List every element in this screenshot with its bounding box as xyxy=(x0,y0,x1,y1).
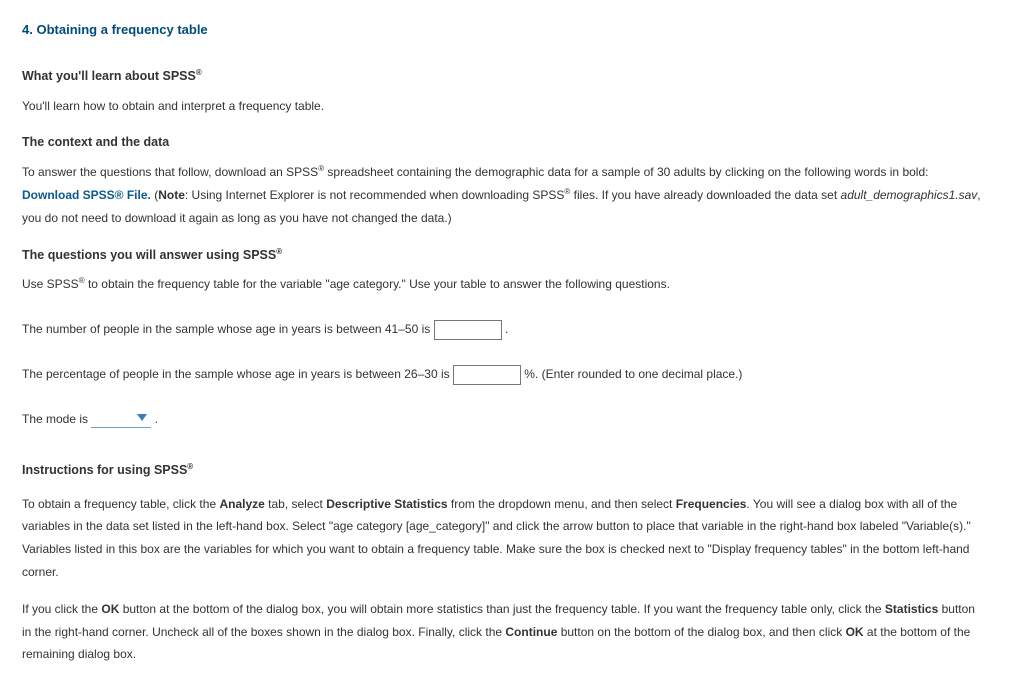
text-fragment: from the dropdown menu, and then select xyxy=(448,497,676,511)
text-fragment: button at the bottom of the dialog box, … xyxy=(119,602,885,616)
instructions-paragraph-2: If you click the OK button at the bottom… xyxy=(22,598,982,666)
ok-label-2: OK xyxy=(846,625,864,639)
answer-input-2[interactable] xyxy=(453,365,521,385)
registered-mark-icon: ® xyxy=(187,462,193,471)
learn-heading-text: What you'll learn about SPSS xyxy=(22,69,196,83)
learn-heading: What you'll learn about SPSS® xyxy=(22,65,1002,89)
question-3-text: The mode is xyxy=(22,412,91,426)
questions-heading-text: The questions you will answer using SPSS xyxy=(22,248,276,262)
text-fragment: files. If you have already downloaded th… xyxy=(570,188,840,202)
text-fragment: If you click the xyxy=(22,602,101,616)
question-1-text: The number of people in the sample whose… xyxy=(22,322,434,336)
filename-text: adult_demographics1.sav xyxy=(841,188,978,202)
text-fragment: tab, select xyxy=(265,497,326,511)
text-fragment: spreadsheet containing the demographic d… xyxy=(324,165,928,179)
mode-dropdown[interactable] xyxy=(91,412,151,428)
text-fragment: . xyxy=(505,322,508,336)
registered-mark-icon: ® xyxy=(276,247,282,256)
context-paragraph: To answer the questions that follow, dow… xyxy=(22,161,982,229)
section-title: 4. Obtaining a frequency table xyxy=(22,18,1002,43)
text-fragment: %. (Enter rounded to one decimal place.) xyxy=(524,367,742,381)
section-title-text: Obtaining a frequency table xyxy=(36,22,207,37)
text-fragment: button on the bottom of the dialog box, … xyxy=(557,625,845,639)
section-number: 4. xyxy=(22,22,33,37)
instructions-heading: Instructions for using SPSS® xyxy=(22,459,1002,483)
download-file-link[interactable]: Download SPSS® File. xyxy=(22,188,151,202)
statistics-label: Statistics xyxy=(885,602,938,616)
registered-mark-icon: ® xyxy=(196,68,202,77)
instructions-paragraph-1: To obtain a frequency table, click the A… xyxy=(22,493,982,584)
frequencies-label: Frequencies xyxy=(676,497,747,511)
question-2-text: The percentage of people in the sample w… xyxy=(22,367,453,381)
ok-label: OK xyxy=(101,602,119,616)
text-fragment: To answer the questions that follow, dow… xyxy=(22,165,318,179)
text-fragment: To obtain a frequency table, click the xyxy=(22,497,219,511)
text-fragment: : Using Internet Explorer is not recomme… xyxy=(185,188,565,202)
analyze-label: Analyze xyxy=(219,497,264,511)
text-fragment: Use SPSS xyxy=(22,277,79,291)
note-label: Note xyxy=(158,188,185,202)
text-fragment: . xyxy=(155,412,158,426)
questions-intro: Use SPSS® to obtain the frequency table … xyxy=(22,273,982,296)
instructions-heading-text: Instructions for using SPSS xyxy=(22,463,187,477)
context-heading: The context and the data xyxy=(22,131,1002,155)
descriptive-stats-label: Descriptive Statistics xyxy=(326,497,447,511)
questions-heading: The questions you will answer using SPSS… xyxy=(22,244,1002,268)
answer-input-1[interactable] xyxy=(434,320,502,340)
learn-body: You'll learn how to obtain and interpret… xyxy=(22,95,982,118)
continue-label: Continue xyxy=(505,625,557,639)
text-fragment: to obtain the frequency table for the va… xyxy=(85,277,670,291)
question-3: The mode is . xyxy=(22,408,1002,431)
question-1: The number of people in the sample whose… xyxy=(22,318,1002,341)
question-2: The percentage of people in the sample w… xyxy=(22,363,1002,386)
chevron-down-icon xyxy=(137,414,147,422)
